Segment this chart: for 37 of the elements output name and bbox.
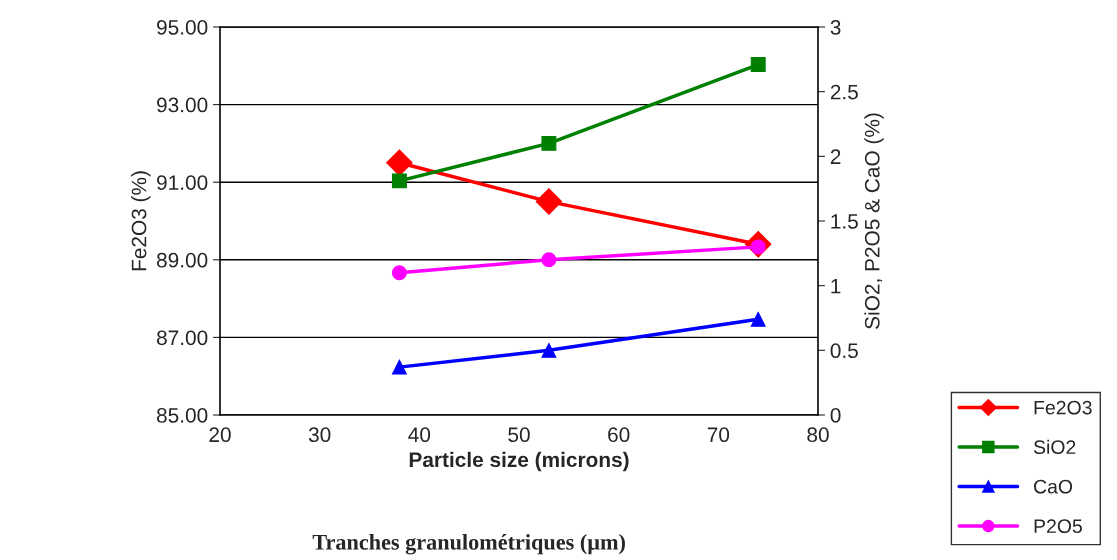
point bbox=[535, 188, 563, 215]
point bbox=[391, 173, 407, 189]
legend-label: P2O5 bbox=[1034, 519, 1082, 534]
y-tick-label: 91.00 bbox=[157, 175, 208, 190]
legend-label: Fe2O3 bbox=[1034, 400, 1092, 415]
y2-tick-label: 2 bbox=[830, 149, 841, 164]
y2-tick-label: 3 bbox=[830, 20, 841, 35]
y-tick-label: 93.00 bbox=[157, 97, 208, 113]
y-tick-label: 87.00 bbox=[156, 330, 208, 346]
y2-tick-label: 2.5 bbox=[830, 84, 858, 100]
y-axis-title: Fe2O3 (%) bbox=[131, 171, 151, 271]
x-tick-label: 20 bbox=[209, 427, 231, 443]
x-axis-title: Particle size (microns) bbox=[409, 451, 629, 472]
point bbox=[541, 342, 557, 358]
y2-tick-label: 0.5 bbox=[830, 343, 858, 359]
y2-tick-label: 0 bbox=[830, 408, 841, 423]
y-tick-label: 89.00 bbox=[156, 252, 208, 268]
point bbox=[541, 135, 557, 151]
x-tick-label: 40 bbox=[408, 427, 431, 443]
x-tick-label: 70 bbox=[707, 427, 730, 443]
x-tick-label: 30 bbox=[308, 427, 331, 443]
point bbox=[541, 252, 557, 268]
legend-label: SiO2 bbox=[1033, 439, 1076, 455]
x-tick-label: 60 bbox=[608, 427, 630, 443]
point bbox=[391, 359, 407, 375]
x-tick-label: 50 bbox=[508, 427, 530, 443]
legend-label: CaO bbox=[1034, 479, 1073, 494]
y-tick-label: 85.00 bbox=[156, 408, 208, 423]
point bbox=[750, 311, 766, 327]
y2-tick-label: 1.5 bbox=[831, 214, 858, 229]
point bbox=[750, 57, 766, 72]
y2-axis-title: SiO2, P2O5 & CaO (%) bbox=[864, 113, 884, 329]
text: Tranches granulométriques (µm) bbox=[312, 534, 625, 555]
point bbox=[391, 265, 407, 281]
y2-tick-label: 1 bbox=[831, 278, 841, 294]
x-tick-label: 80 bbox=[807, 427, 829, 443]
y-tick-label: 95.00 bbox=[157, 20, 208, 35]
